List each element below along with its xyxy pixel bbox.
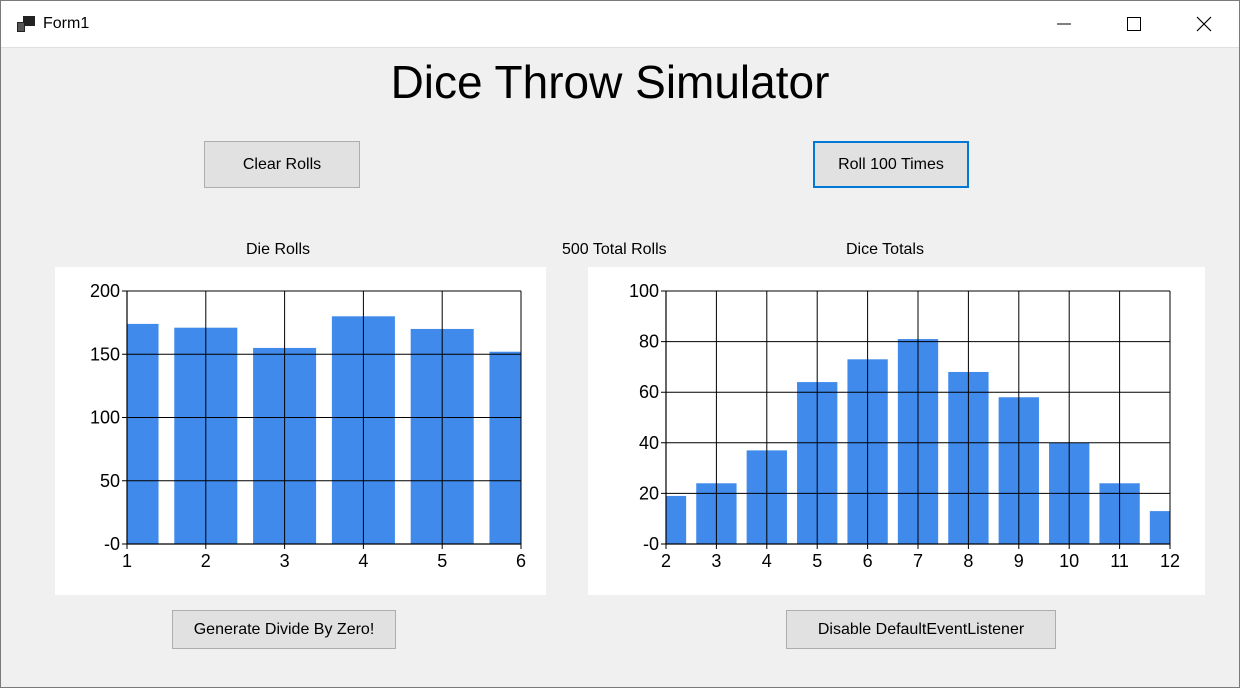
x-tick-label: 12: [1160, 551, 1180, 571]
dice-totals-label: Dice Totals: [846, 241, 924, 258]
dice-totals-chart-svg: -0 20 40 60 80 100 2 3 4 5 6 7 8 9 10 11 12: [629, 281, 1180, 571]
disable-default-event-listener-button[interactable]: Disable DefaultEventListener: [786, 610, 1056, 649]
y-tick-label: 20: [639, 483, 659, 503]
total-rolls-label: 500 Total Rolls: [562, 241, 667, 258]
y-tick-label: 100: [90, 408, 120, 428]
title-bar[interactable]: Form1: [1, 1, 1239, 48]
x-tick-label: 6: [863, 551, 873, 571]
minimize-icon: [1057, 23, 1071, 25]
page-title: Dice Throw Simulator: [390, 56, 830, 108]
y-tick-label: 100: [629, 281, 659, 301]
x-tick-label: 4: [762, 551, 772, 571]
minimize-button[interactable]: [1029, 1, 1099, 47]
x-tick-label: 5: [812, 551, 822, 571]
window-title: Form1: [43, 15, 90, 32]
chart-bar: [127, 323, 159, 544]
chart-bar: [489, 351, 521, 544]
y-tick-label: 40: [639, 433, 659, 453]
y-tick-label: 50: [100, 471, 120, 491]
x-tick-label: 2: [201, 551, 211, 571]
x-tick-label: 7: [913, 551, 923, 571]
x-tick-label: 5: [437, 551, 447, 571]
x-tick-label: 2: [661, 551, 671, 571]
y-tick-label: 60: [639, 382, 659, 402]
x-tick-label: 4: [358, 551, 368, 571]
x-tick-label: 10: [1059, 551, 1079, 571]
die-rolls-chart-svg: -0 50 100 150 200 1 2 3 4 5 6: [90, 281, 526, 571]
generate-divide-by-zero-button[interactable]: Generate Divide By Zero!: [172, 610, 396, 649]
y-tick-label: 200: [90, 281, 120, 301]
x-tick-label: 3: [711, 551, 721, 571]
x-tick-label: 3: [280, 551, 290, 571]
chart-bar: [666, 495, 687, 544]
die-rolls-chart: -0 50 100 150 200 1 2 3 4 5 6: [55, 267, 546, 595]
x-tick-label: 8: [963, 551, 973, 571]
x-tick-label: 11: [1110, 551, 1129, 571]
y-tick-label: 80: [639, 332, 659, 352]
maximize-button[interactable]: [1099, 1, 1169, 47]
close-icon: [1196, 16, 1212, 32]
y-tick-label: -0: [643, 534, 659, 554]
x-tick-label: 1: [122, 551, 132, 571]
dice-totals-chart: -0 20 40 60 80 100 2 3 4 5 6 7 8 9 10 11 12: [588, 267, 1205, 595]
windows-form-icon: [17, 16, 35, 32]
close-button[interactable]: [1169, 1, 1239, 47]
maximize-icon: [1127, 17, 1141, 31]
x-tick-label: 6: [516, 551, 526, 571]
roll-100-times-button[interactable]: Roll 100 Times: [813, 141, 969, 188]
y-tick-label: -0: [104, 534, 120, 554]
chart-bar: [1149, 511, 1170, 544]
die-rolls-label: Die Rolls: [246, 241, 311, 258]
y-tick-label: 150: [90, 344, 120, 364]
x-tick-label: 9: [1014, 551, 1024, 571]
clear-rolls-button[interactable]: Clear Rolls: [204, 141, 360, 188]
